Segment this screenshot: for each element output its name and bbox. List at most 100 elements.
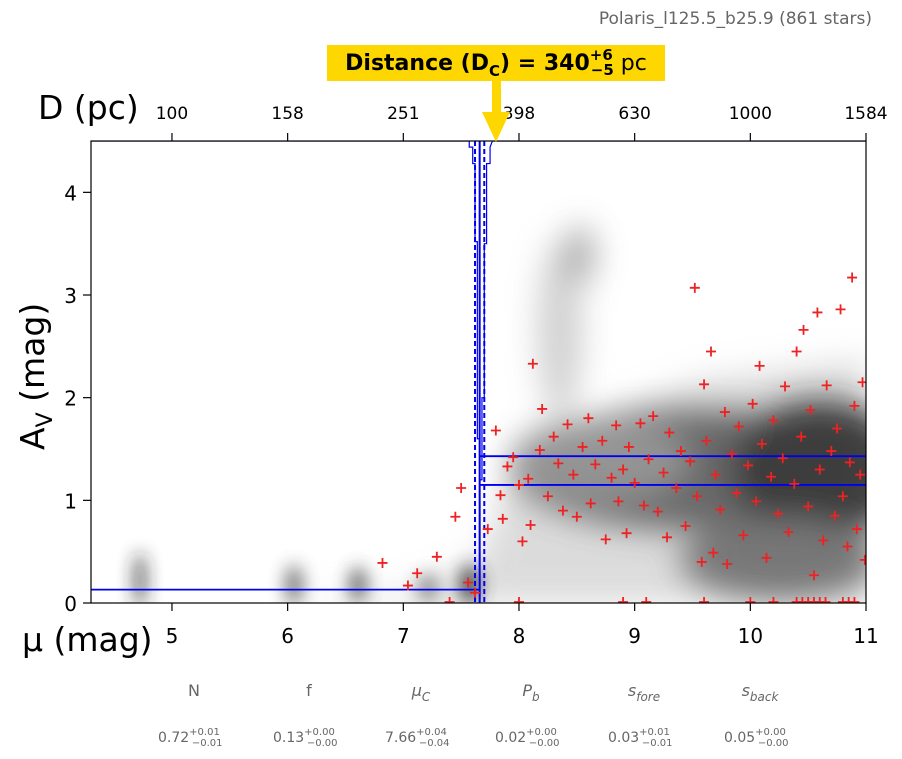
star-point	[508, 452, 519, 463]
y-tick-label: 2	[64, 387, 77, 411]
star-point	[805, 404, 816, 415]
star-point	[821, 380, 832, 391]
star-point	[701, 435, 712, 446]
density-background	[135, 225, 866, 603]
star-point	[783, 527, 794, 538]
top-tick-label: 1000	[729, 104, 772, 124]
star-point	[826, 446, 837, 457]
star-point	[537, 403, 548, 414]
star-point	[699, 596, 710, 603]
y-axis-label: AV (mag)	[13, 303, 58, 450]
star-point	[568, 469, 579, 480]
top-tick-label: 1584	[844, 104, 887, 124]
star-point	[780, 381, 791, 392]
star-point	[664, 427, 675, 438]
star-point	[517, 536, 528, 547]
star-point	[497, 513, 508, 524]
star-point	[525, 519, 536, 530]
star-point	[745, 596, 756, 603]
star-point	[450, 511, 461, 522]
x-tick-label: 9	[628, 624, 641, 648]
star-point	[743, 460, 754, 471]
parameter-name: f	[306, 681, 312, 700]
star-point	[722, 558, 733, 569]
star-point	[761, 552, 772, 563]
parameter-name: Pb	[522, 681, 540, 704]
star-point	[796, 431, 807, 442]
star-point	[814, 464, 825, 475]
parameter-value: 0.13+0.00 −0.00	[273, 727, 337, 749]
x-tick-label: 10	[738, 624, 763, 648]
y-tick-label: 3	[64, 284, 77, 308]
star-point	[652, 506, 663, 517]
star-point	[597, 435, 608, 446]
y-tick-label: 4	[64, 181, 77, 205]
star-point	[590, 459, 601, 470]
star-point	[611, 420, 622, 431]
star-point	[643, 454, 654, 465]
star-point	[766, 471, 777, 482]
star-point	[855, 469, 866, 480]
parameter-5: sfore 0.03+0.01 −0.01	[608, 681, 672, 749]
parameter-6: sback 0.05+0.00 −0.00	[724, 681, 788, 749]
parameter-table: N 0.72+0.01 −0.01 f 0.13+0.00 −0.00 μC 7.66+0.0…	[158, 681, 788, 749]
star-point	[837, 491, 848, 502]
star-point	[818, 535, 829, 546]
star-point	[502, 461, 513, 472]
chart-title: Polaris_l125.5_b25.9 (861 stars)	[599, 9, 872, 29]
star-point	[731, 488, 742, 499]
star-point	[696, 556, 707, 567]
star-point	[842, 541, 853, 552]
star-point	[577, 441, 588, 452]
star-point	[844, 457, 855, 468]
star-point	[562, 419, 573, 430]
star-point	[820, 596, 831, 603]
star-point	[671, 483, 682, 494]
star-point	[542, 491, 553, 502]
top-axis-label: D (pc)	[38, 88, 139, 127]
star-point	[553, 458, 564, 469]
star-point	[534, 445, 545, 456]
star-point	[849, 596, 860, 603]
star-point	[482, 524, 493, 535]
parameter-value: 0.72+0.01 −0.01	[158, 727, 222, 749]
star-point	[495, 490, 506, 501]
star-point	[832, 423, 843, 434]
parameter-1: N 0.72+0.01 −0.01	[158, 681, 222, 749]
star-point	[738, 530, 749, 541]
parameter-value: 0.03+0.01 −0.01	[608, 727, 672, 749]
star-point	[791, 346, 802, 357]
top-tick-label: 398	[503, 104, 535, 124]
star-point	[463, 577, 474, 588]
star-point	[490, 425, 501, 436]
star-point	[680, 521, 691, 531]
star-point	[726, 449, 737, 460]
star-point	[648, 411, 659, 422]
svg-text:Distance (DC) = 340+6−5 pc: Distance (DC) = 340+6 −5 pc	[345, 46, 647, 80]
star-point	[623, 441, 634, 452]
star-point	[548, 431, 559, 442]
star-point	[733, 421, 744, 432]
star-point	[412, 568, 423, 579]
parameter-value: 7.66+0.04 −0.04	[385, 727, 449, 749]
star-point	[829, 510, 840, 521]
star-point	[751, 496, 762, 507]
y-tick-label: 0	[64, 592, 77, 616]
y-tick-label: 1	[64, 489, 77, 513]
top-tick-label: 100	[156, 104, 188, 124]
star-point	[859, 554, 866, 565]
star-point	[621, 528, 632, 539]
x-tick-label: 6	[281, 624, 294, 648]
star-point	[585, 498, 596, 509]
star-point	[377, 557, 388, 568]
star-point	[798, 324, 809, 335]
star-point	[847, 272, 858, 283]
x-tick-label: 8	[513, 624, 526, 648]
star-point	[710, 469, 721, 480]
star-point	[812, 307, 823, 318]
star-point	[708, 547, 719, 558]
star-point	[662, 532, 673, 543]
distance-arrow	[482, 81, 510, 142]
star-point	[606, 472, 617, 483]
star-point	[431, 551, 442, 562]
